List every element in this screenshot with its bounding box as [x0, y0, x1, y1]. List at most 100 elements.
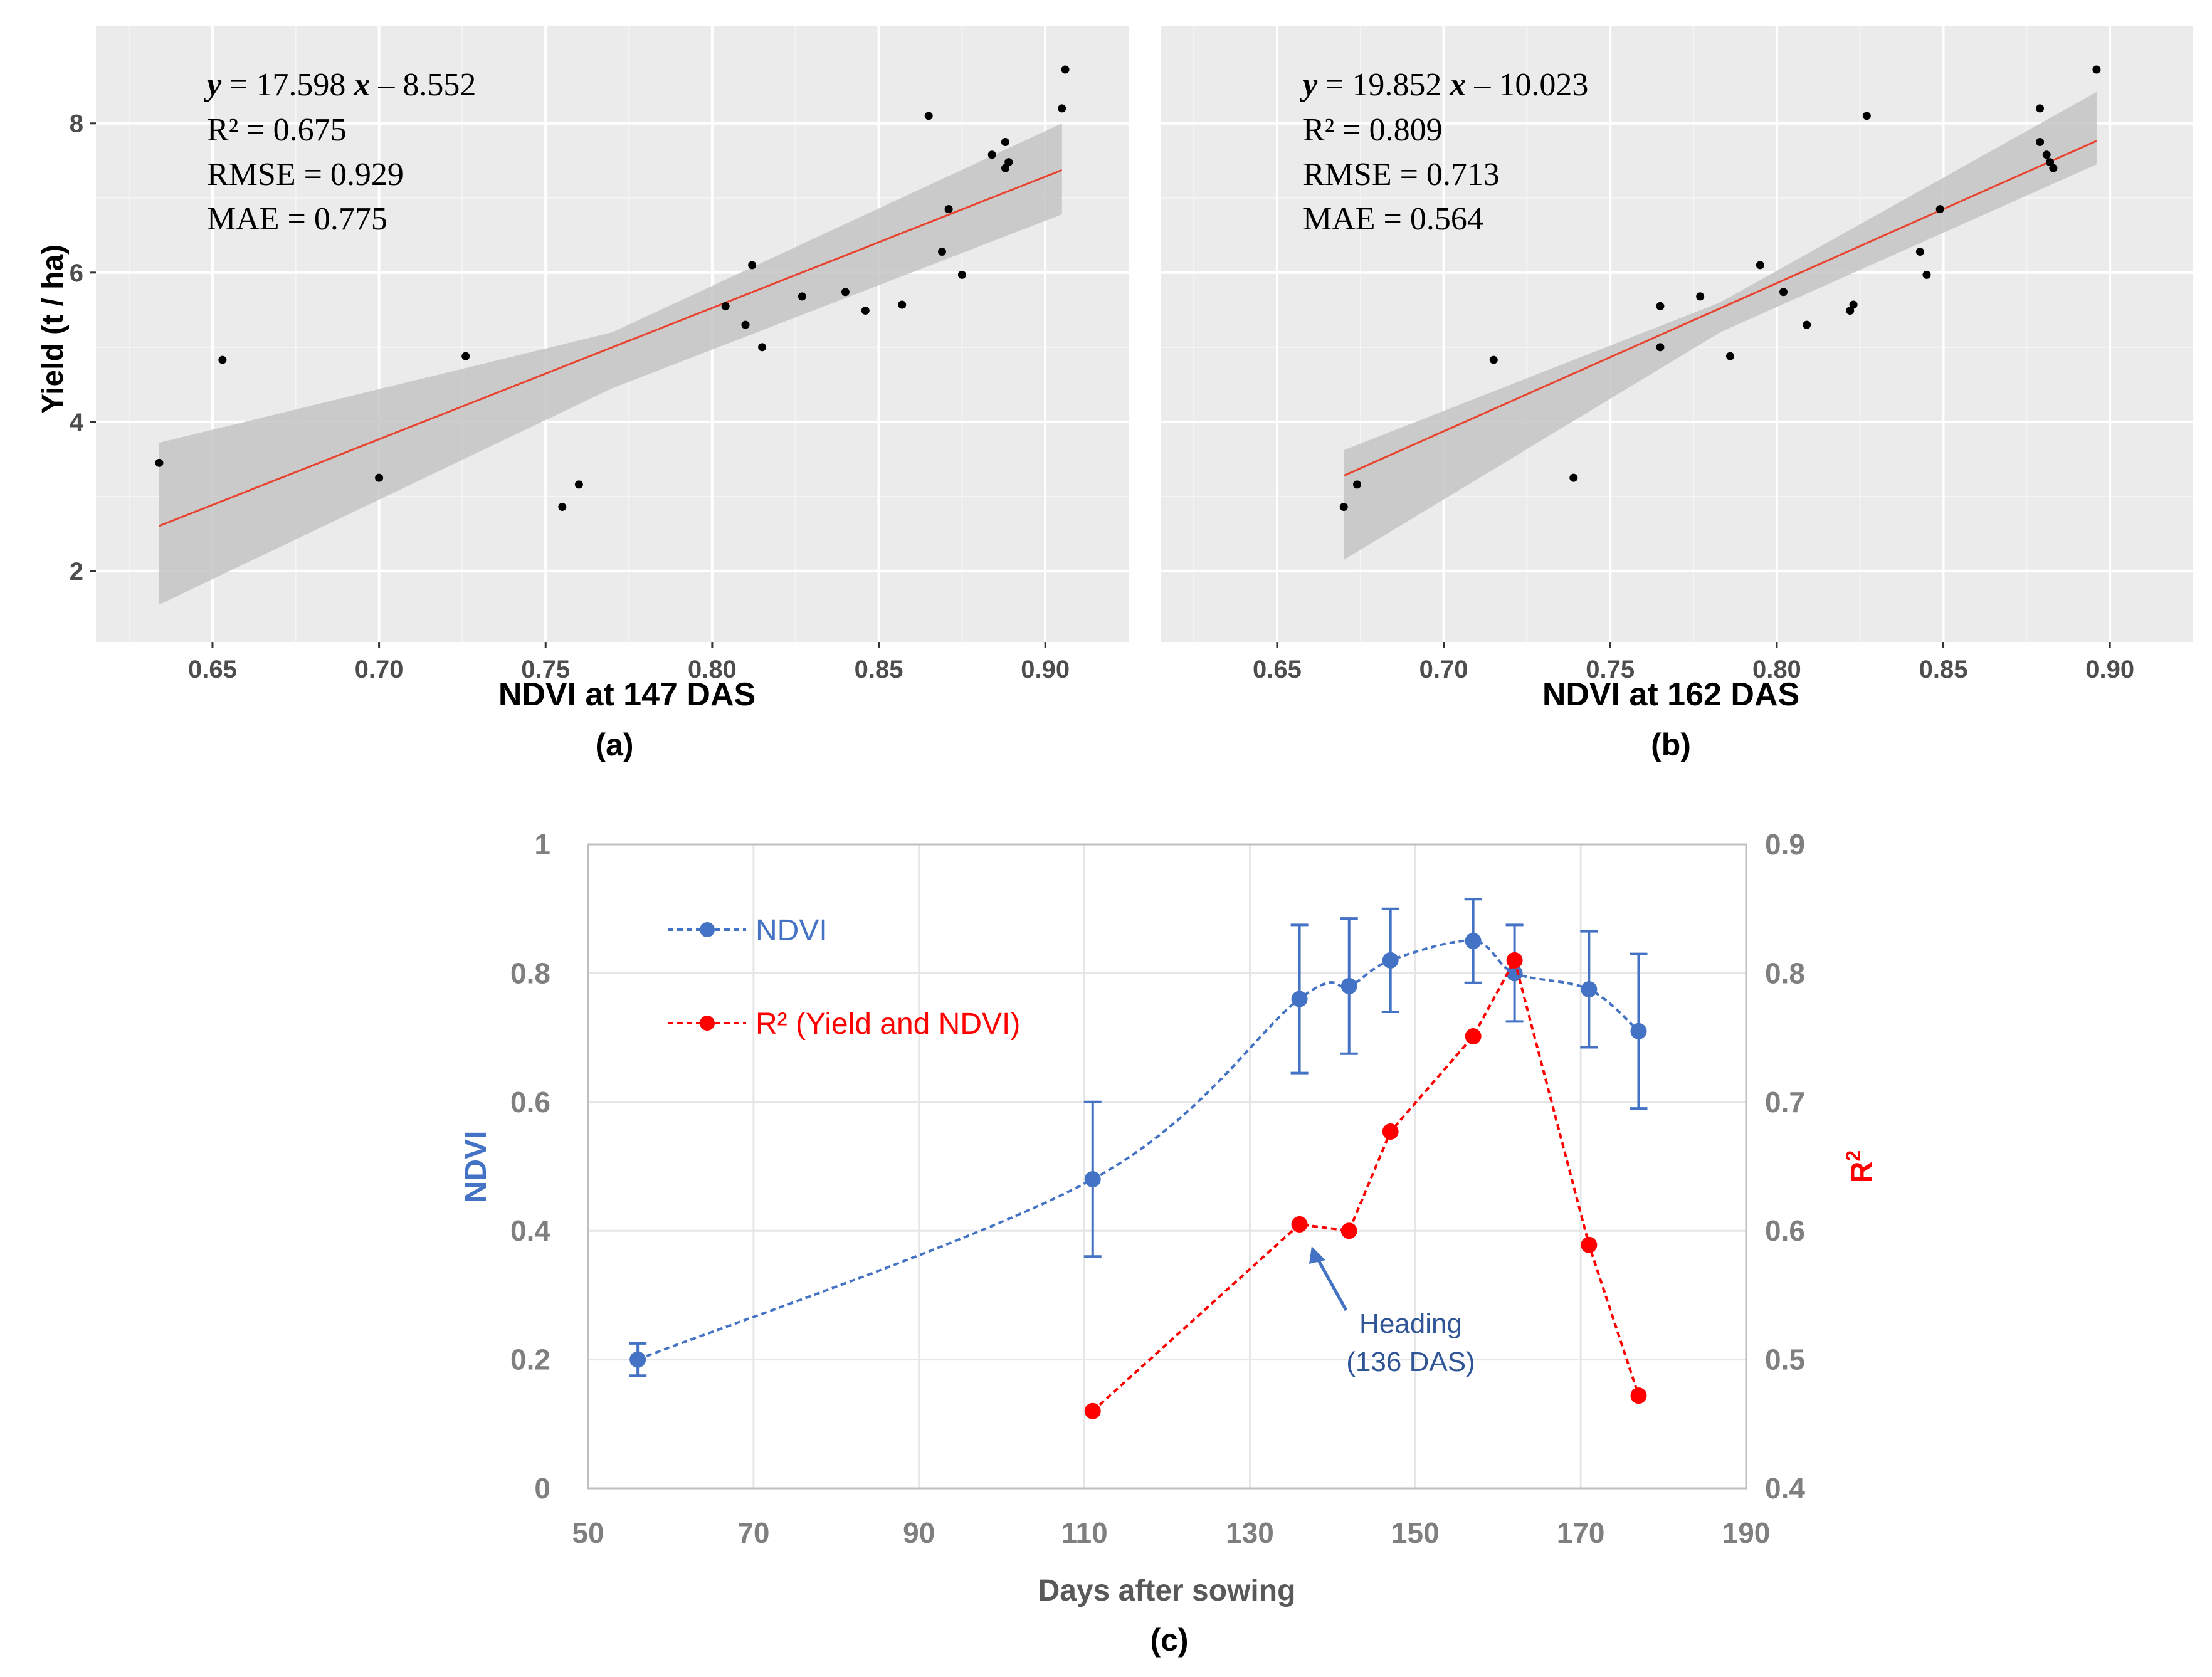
x-tick-label: 90	[903, 1517, 935, 1549]
data-point	[1004, 158, 1013, 167]
data-point	[2036, 104, 2045, 113]
x-tick-label: 0.75	[1586, 656, 1635, 683]
data-point	[861, 307, 870, 315]
y-tick-label: 0.4	[510, 1214, 550, 1247]
data-point	[1058, 104, 1066, 113]
x-tick-label: 170	[1557, 1517, 1605, 1549]
regression-line	[159, 169, 1063, 527]
x-tick-labels: 0.65 0.70 0.75 0.80 0.85 0.90	[1253, 642, 2134, 683]
data-point	[841, 288, 850, 297]
heading-arrow-shaft	[1315, 1256, 1348, 1312]
series-ndvi	[629, 898, 1648, 1377]
x-axis-title: Days after sowing	[1038, 1574, 1296, 1607]
panel-caption-c: (c)	[1150, 1622, 1188, 1658]
y-axis-title-ndvi: NDVI	[460, 1131, 493, 1203]
legend-marker-r2	[700, 1016, 715, 1031]
heading-label-line2: (136 DAS)	[1346, 1347, 1475, 1377]
ndvi-point	[1581, 981, 1598, 998]
data-point	[1936, 205, 1944, 214]
r2-point	[1084, 1402, 1101, 1419]
x-tick-label: 0.85	[855, 656, 903, 683]
x-tick-labels: 50 70 90 110 130 150 170 190	[572, 1517, 1770, 1549]
panel-caption-b: (b)	[1651, 727, 1691, 762]
data-point	[1656, 302, 1665, 310]
data-point	[155, 458, 164, 467]
y2-tick-label: 0.4	[1765, 1472, 1805, 1505]
data-point	[2049, 164, 2058, 172]
equation-end: – 10.023	[1466, 67, 1588, 103]
r2-line	[1092, 957, 1640, 1412]
annotation-block: y = 17.598 x – 8.552 R² = 0.675 RMSE = 0…	[203, 67, 476, 237]
y2-tick-labels: 0.4 0.5 0.6 0.7 0.8 0.9	[1765, 828, 1805, 1505]
data-point	[957, 270, 966, 279]
data-point	[1756, 261, 1764, 270]
r2-point	[1506, 952, 1523, 969]
x-tick-label: 190	[1722, 1517, 1771, 1549]
x-tick-label: 0.65	[1253, 656, 1302, 683]
x-tick-label: 110	[1061, 1517, 1107, 1549]
data-point	[461, 352, 470, 360]
r2-point	[1581, 1236, 1598, 1253]
y-tick-label: 0	[534, 1472, 550, 1505]
x-tick-label: 150	[1391, 1517, 1440, 1549]
y2-tick-label: 0.8	[1765, 957, 1805, 989]
x-tick-label: 0.65	[188, 656, 237, 683]
mae-annotation: MAE = 0.564	[1303, 201, 1483, 237]
r2-point	[1382, 1123, 1399, 1140]
x-tick-label: 0.90	[1021, 656, 1070, 683]
data-point	[798, 292, 806, 301]
x-tick-label: 0.70	[1419, 656, 1468, 683]
data-point	[1862, 112, 1871, 120]
y2-tick-label: 0.9	[1765, 828, 1805, 861]
x-tick-label: 0.90	[2085, 656, 2134, 683]
legend: NDVI R² (Yield and NDVI)	[668, 914, 1020, 1041]
regression-equation: y = 19.852 x – 10.023	[1299, 67, 1588, 103]
data-point	[924, 112, 933, 120]
y-axis-title: Yield (t / ha)	[36, 244, 70, 414]
x-axis-title: NDVI at 147 DAS	[498, 676, 756, 713]
data-point	[1922, 270, 1931, 279]
data-point	[937, 247, 946, 256]
ndvi-point	[629, 1351, 646, 1368]
data-point	[1849, 300, 1858, 309]
y-tick-labels: 0 0.2 0.4 0.6 0.8 1	[510, 828, 550, 1505]
data-point	[1803, 320, 1811, 329]
legend-item-ndvi: NDVI	[668, 914, 828, 947]
scatter-panel-a: 0.65 0.70 0.75 0.80 0.85 0.90 2 4 6 8 y = 17.598…	[36, 26, 1129, 762]
equation-x: x	[1449, 67, 1466, 103]
ndvi-point	[1630, 1022, 1647, 1039]
x-axis-title: NDVI at 162 DAS	[1542, 676, 1799, 713]
rmse-annotation: RMSE = 0.713	[1303, 157, 1500, 192]
data-point	[1569, 473, 1578, 482]
x-tick-label: 0.80	[688, 656, 737, 683]
mae-annotation: MAE = 0.775	[207, 201, 387, 237]
plot-border	[587, 843, 1747, 1490]
annotation-block: y = 19.852 x – 10.023 R² = 0.809 RMSE = …	[1299, 67, 1588, 237]
data-point	[944, 205, 953, 214]
y-tick-label: 1	[534, 828, 550, 861]
data-point	[2042, 150, 2051, 159]
equation-end: – 8.552	[370, 67, 476, 103]
line-panel-c: 50 70 90 110 130 150 170 190 0 0.2 0.4 0.6 0.8 1 0.4…	[460, 828, 1878, 1658]
data-point	[741, 320, 750, 329]
x-tick-label: 0.75	[521, 656, 570, 683]
x-tick-label: 0.70	[355, 656, 404, 683]
r2-point	[1340, 1222, 1357, 1239]
y2-axis-title-r2: R2	[1842, 1150, 1878, 1183]
rmse-annotation: RMSE = 0.929	[207, 157, 404, 192]
regression-equation: y = 17.598 x – 8.552	[203, 67, 476, 103]
data-point	[1656, 343, 1665, 352]
equation-mid: = 19.852	[1317, 67, 1450, 103]
data-point	[1696, 292, 1705, 301]
r2-point	[1465, 1028, 1482, 1045]
y-tick-label: 0.6	[510, 1086, 550, 1118]
data-point	[1352, 480, 1361, 489]
data-point	[758, 343, 767, 352]
y2-tick-label: 0.6	[1765, 1214, 1805, 1247]
heading-label-line1: Heading	[1359, 1308, 1462, 1339]
legend-label-r2: R² (Yield and NDVI)	[756, 1007, 1020, 1041]
scatter-panel-b: 0.65 0.70 0.75 0.80 0.85 0.90 y = 19.852 x – …	[1161, 26, 2193, 762]
data-point	[574, 480, 583, 489]
ndvi-curve	[637, 939, 1640, 1361]
data-points	[1339, 65, 2101, 512]
